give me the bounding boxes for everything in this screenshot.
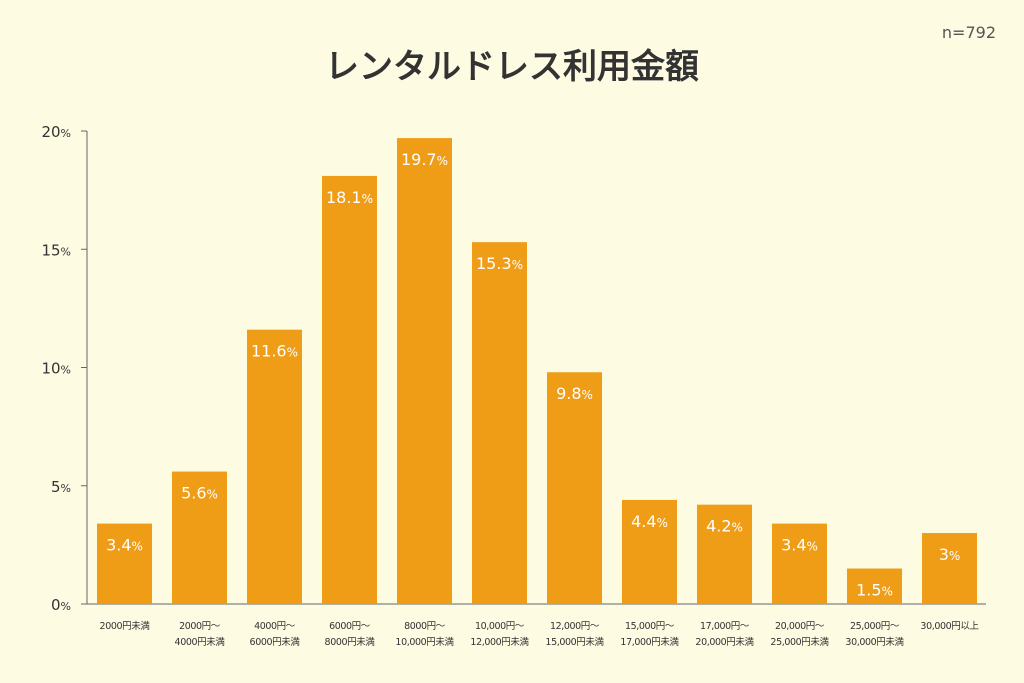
data-label: 18.1% [326,188,373,207]
data-label: 15.3% [476,254,523,273]
y-tick-label: 10% [41,360,71,378]
x-tick-label: 2000円未満 [100,620,151,632]
x-tick-label: 30,000円以上 [920,621,979,632]
data-label: 1.5% [856,581,893,600]
x-tick-label: 4000円〜 6000円未満 [250,621,301,648]
data-labels: 3.4% 5.6% 11.6% 18.1% 19.7% 15.3% 9.8% 4.4% 4.2%… [106,150,960,599]
x-tick-label: 8000円〜 10,000円未満 [395,621,454,648]
axes: 0% 5% 10% 15% 20% [41,123,986,614]
bar [97,523,152,604]
data-label: 3.4% [781,536,818,555]
data-label: 11.6% [251,342,298,361]
bar [922,533,977,604]
x-tick-label: 17,000円〜 20,000円未満 [695,621,754,648]
y-tick-label: 5% [51,478,71,496]
x-tick-label: 20,000円〜 25,000円未満 [770,621,829,648]
bars [97,138,977,604]
bar [697,504,752,604]
bar [772,523,827,604]
bar [172,471,227,604]
bar [547,372,602,604]
y-tick-label: 20% [41,123,71,141]
chart-title: レンタルドレス利用金額 [325,47,699,87]
bar [322,175,377,604]
x-tick-label: 12,000円〜 15,000円未満 [545,621,604,648]
x-tick-label: 15,000円〜 17,000円未満 [620,621,679,648]
bar [397,138,452,604]
x-tick-label: 2000円〜 4000円未満 [175,621,226,648]
data-label: 19.7% [401,150,448,169]
x-tick-label: 6000円〜 8000円未満 [325,621,376,648]
y-tick-label: 15% [41,241,71,259]
bar [847,568,902,604]
bar [622,499,677,604]
y-tick-label: 0% [51,596,71,614]
data-label: 5.6% [181,484,218,503]
x-tick-labels: 2000円未満 2000円〜 4000円未満 4000円〜 6000円未満 6000円〜 8… [100,620,980,648]
sample-size-label: n=792 [942,23,996,42]
x-tick-label: 25,000円〜 30,000円未満 [845,621,904,648]
data-label: 3.4% [106,536,143,555]
x-tick-label: 10,000円〜 12,000円未満 [470,621,529,648]
data-label: 4.2% [706,517,743,536]
data-label: 4.4% [631,512,668,531]
bar [247,329,302,604]
data-label: 3% [939,545,961,564]
bar [472,242,527,604]
data-label: 9.8% [556,384,593,403]
